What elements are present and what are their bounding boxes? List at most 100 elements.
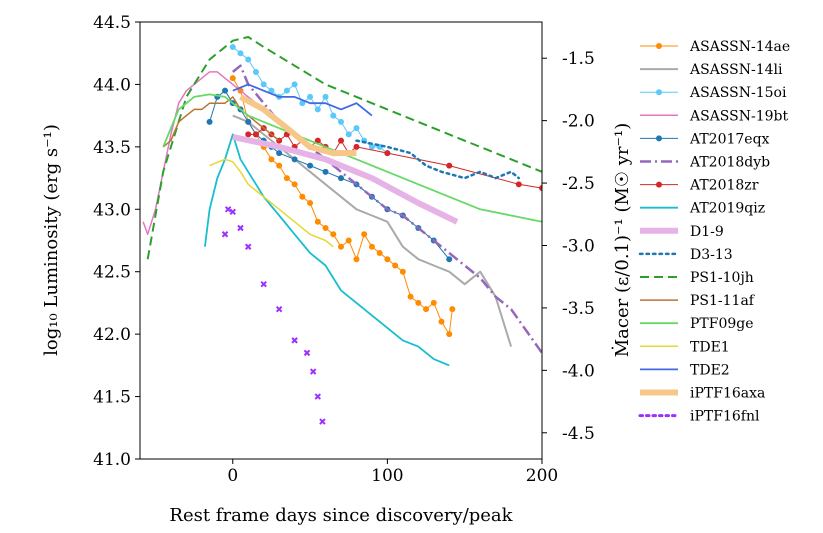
legend-item-at2018zr: AT2018zr bbox=[640, 178, 759, 194]
data-point bbox=[322, 93, 329, 100]
data-point bbox=[268, 87, 275, 94]
y-left-tick-label: 44.5 bbox=[93, 13, 131, 33]
legend-label: iPTF16axa bbox=[690, 386, 765, 402]
y-right-tick-label: -3.5 bbox=[562, 299, 595, 319]
legend-label: PS1-11af bbox=[690, 293, 756, 309]
plot-frame bbox=[139, 21, 543, 460]
legend-label: TDE2 bbox=[690, 362, 730, 378]
data-point bbox=[252, 131, 259, 138]
legend-label: iPTF16fnl bbox=[690, 409, 760, 425]
legend: ASASSN-14ae ASASSN-14li ASASSN-15oi ASASSN-… bbox=[638, 39, 790, 425]
y-right-tick-label: -2.5 bbox=[562, 174, 595, 194]
legend-item-tde1: TDE1 bbox=[640, 339, 730, 355]
series-line-iptf16axa bbox=[239, 94, 357, 157]
series-line-d3-13 bbox=[355, 139, 521, 180]
y-left-tick-label: 43.0 bbox=[93, 200, 131, 220]
series-d1-9 bbox=[232, 133, 459, 225]
data-point bbox=[245, 118, 252, 125]
data-point bbox=[368, 243, 375, 250]
data-point bbox=[368, 143, 375, 150]
data-point bbox=[314, 393, 322, 400]
series-iptf16fnl bbox=[221, 206, 326, 425]
series-d3-13 bbox=[355, 139, 521, 180]
data-point bbox=[291, 181, 298, 188]
y-left-tick-label: 42.0 bbox=[93, 325, 131, 345]
data-point bbox=[539, 185, 542, 192]
legend-label: ASASSN-14li bbox=[689, 62, 783, 78]
data-point bbox=[338, 175, 344, 182]
data-point bbox=[260, 81, 267, 88]
legend-marker bbox=[656, 43, 662, 49]
data-point bbox=[245, 243, 252, 250]
data-point bbox=[276, 150, 283, 157]
series-tde2 bbox=[232, 83, 373, 117]
legend-item-d3-13: D3-13 bbox=[638, 247, 733, 263]
data-point bbox=[322, 168, 329, 175]
series-line-ps1-10jh bbox=[146, 36, 542, 260]
series-line-tde1 bbox=[209, 158, 334, 248]
data-point bbox=[307, 93, 314, 100]
data-point bbox=[345, 237, 352, 244]
y-left-tick-label: 41.5 bbox=[93, 388, 131, 408]
data-point bbox=[338, 243, 344, 250]
data-point bbox=[415, 299, 422, 306]
data-point bbox=[299, 193, 306, 200]
legend-label: ASASSN-19bt bbox=[689, 108, 789, 124]
legend-item-tde2: TDE2 bbox=[640, 362, 730, 378]
data-point bbox=[330, 112, 337, 119]
data-point bbox=[430, 299, 437, 306]
legend-marker bbox=[656, 135, 662, 142]
x-tick-label: 100 bbox=[371, 466, 403, 486]
data-point bbox=[229, 208, 236, 215]
data-point bbox=[338, 118, 344, 125]
legend-item-at2018dyb: AT2018dyb bbox=[640, 155, 770, 171]
data-point bbox=[384, 150, 391, 157]
legend-label: D1-9 bbox=[690, 224, 724, 240]
legend-item-at2017eqx: AT2017eqx bbox=[640, 131, 770, 147]
legend-item-ps1-11af: PS1-11af bbox=[640, 293, 756, 309]
data-point bbox=[229, 43, 236, 50]
series-line-at2019qiz bbox=[204, 133, 450, 367]
data-point bbox=[303, 349, 311, 357]
legend-marker bbox=[656, 181, 662, 188]
data-point bbox=[276, 162, 283, 169]
data-point bbox=[275, 305, 283, 313]
data-point bbox=[407, 293, 414, 300]
legend-item-d1-9: D1-9 bbox=[640, 224, 724, 240]
series-ps1-10jh bbox=[146, 36, 542, 260]
legend-item-ps1-10jh: PS1-10jh bbox=[640, 270, 754, 286]
data-point bbox=[330, 231, 337, 238]
series-at2019qiz bbox=[204, 133, 450, 367]
data-point bbox=[322, 225, 329, 232]
legend-label: D3-13 bbox=[690, 247, 733, 263]
legend-item-at2019qiz: AT2019qiz bbox=[640, 201, 765, 217]
data-point bbox=[449, 306, 456, 313]
data-point bbox=[307, 162, 314, 169]
data-point bbox=[353, 143, 360, 150]
data-point bbox=[221, 231, 229, 238]
data-point bbox=[376, 249, 383, 256]
series-line-ps1-11af bbox=[162, 96, 280, 148]
y-left-tick-label: 42.5 bbox=[93, 263, 131, 283]
data-point bbox=[283, 87, 290, 94]
legend-item-iptf16fnl: iPTF16fnl bbox=[638, 409, 760, 425]
x-tick-label: 0 bbox=[227, 466, 238, 486]
legend-item-asassn-15oi: ASASSN-15oi bbox=[640, 85, 787, 101]
data-point bbox=[446, 331, 453, 338]
series-line-at2018dyb bbox=[232, 64, 542, 354]
series-line-d1-9 bbox=[232, 133, 459, 225]
legend-item-iptf16axa: iPTF16axa bbox=[640, 386, 765, 402]
legend-item-ptf09ge: PTF09ge bbox=[640, 316, 754, 332]
legend-label: ASASSN-15oi bbox=[689, 85, 787, 101]
data-point bbox=[384, 256, 391, 263]
data-point bbox=[222, 87, 229, 94]
data-point bbox=[291, 337, 298, 344]
data-point bbox=[399, 268, 406, 275]
y-axis-left-title: log₁₀ Luminosity (erg s⁻¹) bbox=[41, 124, 62, 356]
legend-label: AT2018dyb bbox=[689, 155, 770, 171]
data-point bbox=[353, 125, 360, 132]
series-at2018dyb bbox=[232, 64, 542, 354]
data-point bbox=[345, 131, 352, 138]
legend-label: AT2017eqx bbox=[689, 131, 770, 147]
